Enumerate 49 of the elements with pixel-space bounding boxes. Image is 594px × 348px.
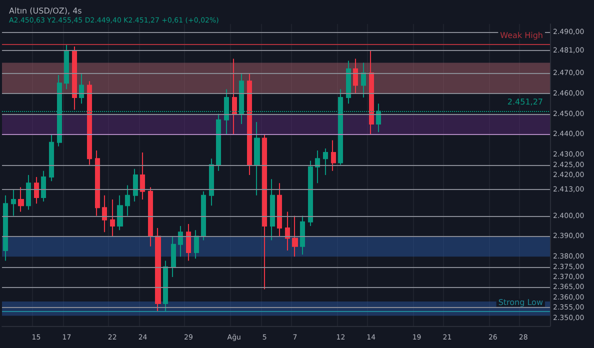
candlestick — [72, 46, 77, 110]
candlestick — [369, 50, 374, 135]
candlestick — [308, 160, 313, 227]
candlestick — [148, 186, 153, 247]
candlestick — [201, 190, 206, 241]
candlestick — [232, 58, 237, 135]
chart-title: Altın (USD/OZ), 4s — [9, 6, 82, 16]
ref-line-label: Strong Low — [498, 298, 544, 308]
candlestick — [331, 140, 336, 172]
candlestick — [117, 194, 123, 231]
candlestick — [163, 260, 168, 312]
candlestick — [323, 148, 328, 176]
candlestick — [87, 80, 92, 166]
candlestick — [102, 194, 107, 233]
candlestick — [125, 184, 130, 216]
candlestick — [140, 152, 145, 200]
candlestick — [41, 170, 46, 202]
candlestick — [262, 134, 267, 290]
candlestick — [95, 150, 100, 216]
candlestick — [171, 236, 176, 278]
ref-line-label: Weak High — [500, 30, 543, 40]
candlestick — [133, 168, 138, 202]
candlestick — [18, 186, 24, 212]
candlestick — [254, 121, 260, 196]
candlestick — [216, 113, 221, 172]
candlestick — [64, 44, 69, 90]
candlestick — [247, 72, 252, 176]
candlestick — [178, 226, 183, 258]
candlestick — [353, 58, 358, 94]
candlestick — [34, 176, 39, 204]
candlestick — [186, 223, 191, 262]
candlestick — [292, 215, 298, 258]
candlestick — [155, 228, 161, 312]
candlestick — [361, 62, 366, 98]
candlestick — [49, 134, 54, 182]
candlestick — [346, 60, 351, 104]
candlestick — [300, 215, 305, 256]
candlestick — [110, 198, 115, 237]
candlestick — [209, 158, 214, 206]
candlestick — [277, 182, 282, 237]
candlestick — [285, 211, 290, 251]
candlestick — [315, 150, 320, 184]
candlestick — [270, 178, 275, 241]
candlestick — [11, 188, 16, 216]
candlestick — [3, 194, 8, 262]
ref-line-label: 2.451,27 — [507, 98, 543, 107]
candlestick — [79, 72, 84, 104]
candlestick — [194, 230, 199, 260]
candlestick — [26, 174, 31, 210]
